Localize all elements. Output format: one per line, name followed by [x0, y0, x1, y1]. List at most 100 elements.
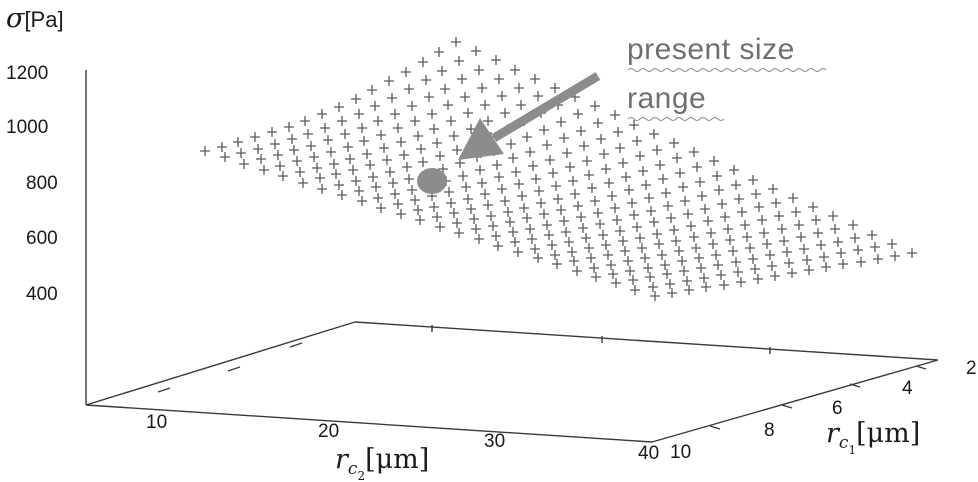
surface-point: [667, 288, 677, 298]
surface-point: [830, 224, 840, 234]
surface-point: [731, 257, 741, 267]
surface-point: [567, 247, 577, 257]
surface-point: [638, 166, 648, 176]
surface-point: [553, 194, 563, 204]
annotation-line-1: present size: [627, 33, 795, 66]
surface-point: [295, 167, 305, 177]
surface-point: [449, 208, 459, 218]
surface-point: [784, 258, 794, 268]
annotation-underline-1: [627, 68, 827, 72]
surface-point: [630, 285, 640, 295]
surface-point: [273, 150, 283, 160]
y-axis-subscript: c: [839, 433, 849, 453]
surface-point: [593, 208, 603, 218]
surface-point: [415, 215, 425, 225]
surface-point: [393, 123, 403, 133]
surface-point: [236, 148, 246, 158]
surface-point: [477, 178, 487, 188]
surface-point: [545, 155, 555, 165]
surface-point: [890, 251, 900, 261]
surface-point: [728, 246, 738, 256]
surface-point: [628, 275, 638, 285]
surface-point: [351, 94, 361, 104]
surface-point: [421, 75, 431, 85]
surface-point: [348, 165, 358, 175]
surface-point: [552, 259, 562, 269]
surface-point: [720, 212, 730, 222]
surface-point: [643, 263, 653, 273]
surface-point: [658, 174, 668, 184]
surface-point: [907, 248, 917, 258]
surface-point: [782, 247, 792, 257]
annotation-underline-2: [627, 117, 725, 121]
surface-point: [525, 147, 535, 157]
surface-point: [331, 169, 341, 179]
surface-point: [579, 141, 589, 151]
x-axis-title: rc2[μm]: [335, 444, 429, 482]
surface-point: [629, 210, 639, 220]
surface-point: [551, 181, 561, 191]
surface-point: [454, 56, 464, 66]
y-tick-label: 8: [764, 420, 775, 441]
surface-point: [365, 160, 375, 170]
surface-point: [723, 224, 733, 234]
surface-point: [404, 174, 414, 184]
surface-point: [434, 47, 444, 57]
surface-point: [765, 250, 775, 260]
surface-point: [618, 158, 628, 168]
surface-point: [385, 167, 395, 177]
surface-point: [729, 165, 739, 175]
surface-point: [804, 265, 814, 275]
surface-point: [435, 222, 445, 232]
surface-point: [452, 218, 462, 228]
surface-point: [497, 184, 507, 194]
surface-point: [677, 256, 687, 266]
surface-point: [449, 131, 459, 141]
annotation-line-2: range: [627, 82, 706, 115]
surface-point: [424, 92, 434, 102]
surface-point: [759, 228, 769, 238]
surface-point: [513, 247, 523, 257]
surface-point: [703, 216, 713, 226]
x-axis-line: [85, 404, 653, 443]
surface-point: [699, 273, 709, 283]
annotation-arrow: [458, 72, 601, 160]
surface-point: [593, 118, 603, 128]
surface-point: [750, 264, 760, 274]
surface-point: [748, 175, 758, 185]
y-tick: [709, 425, 721, 430]
surface-point: [774, 211, 784, 221]
y-tick-label: 2: [966, 358, 977, 379]
surface-point: [516, 100, 526, 110]
surface-point: [811, 215, 821, 225]
surface-point: [620, 246, 630, 256]
surface-point: [289, 145, 299, 155]
z-tick-label: 600: [26, 228, 58, 249]
surface-point: [711, 250, 721, 260]
surface-point: [598, 230, 608, 240]
surface-point: [278, 171, 288, 181]
surface-point: [652, 229, 662, 239]
z-axis-title: σ[Pa]: [6, 3, 64, 34]
surface-point: [354, 109, 364, 119]
surface-point: [887, 239, 897, 249]
surface-point: [641, 180, 651, 190]
z-tick-label: 1200: [6, 63, 48, 84]
surface-point: [672, 153, 682, 163]
x-tick-label: 10: [146, 412, 167, 433]
surface-point: [657, 250, 667, 260]
surface-point: [458, 171, 468, 181]
surface-point: [505, 217, 515, 227]
surface-point: [396, 209, 406, 219]
surface-point: [510, 237, 520, 247]
surface-point: [531, 174, 541, 184]
surface-point: [689, 232, 699, 242]
surface-point: [573, 201, 583, 211]
surface-point: [573, 109, 583, 119]
z-axis-symbol: σ: [6, 3, 26, 34]
surface-point: [799, 244, 809, 254]
surface-point: [607, 191, 617, 201]
surface-point: [716, 270, 726, 280]
surface-point: [220, 152, 230, 162]
